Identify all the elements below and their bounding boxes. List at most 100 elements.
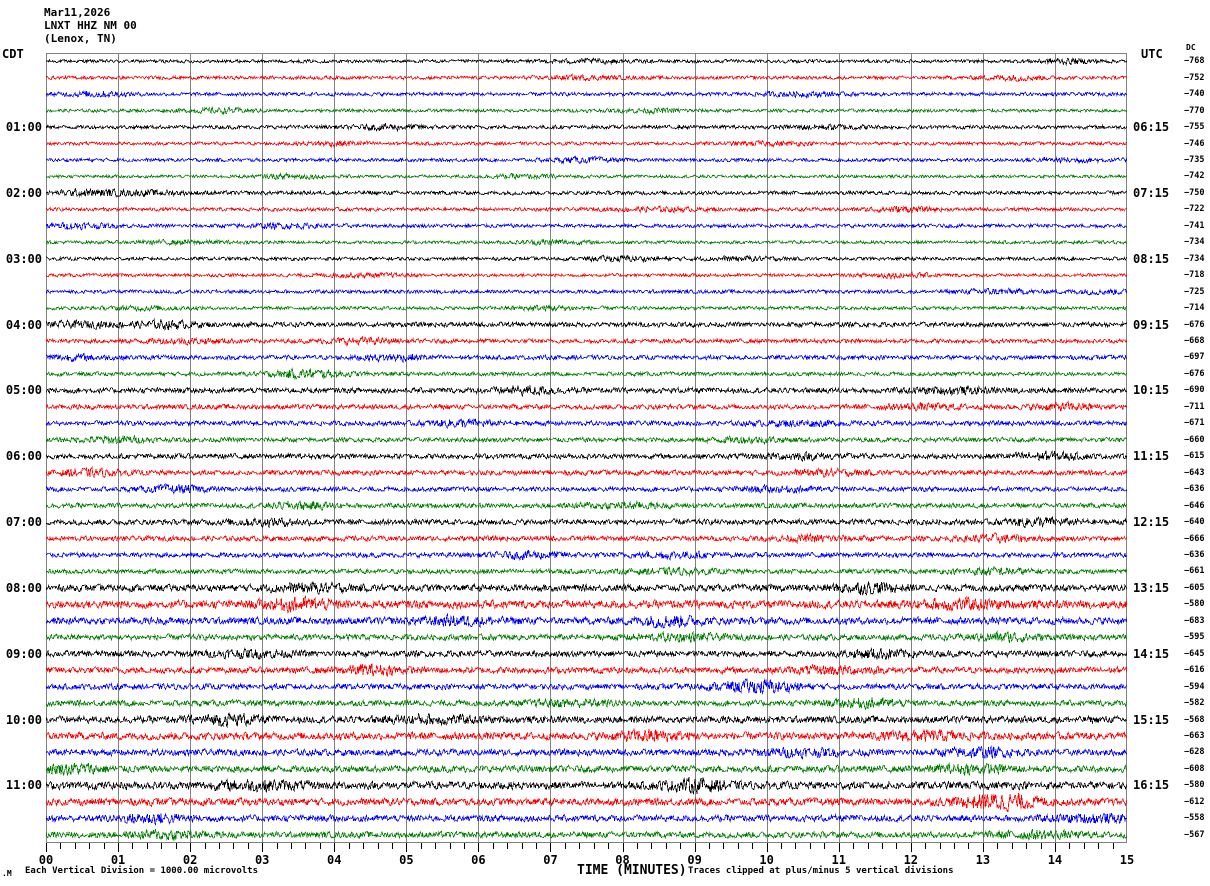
clip-note: Traces clipped at plus/minus 5 vertical … xyxy=(688,866,954,876)
seismic-trace xyxy=(46,516,1127,529)
x-tick-label: 14 xyxy=(1047,853,1063,867)
helicorder-plot[interactable] xyxy=(46,53,1127,852)
seismic-trace xyxy=(46,304,1127,313)
dc-value: −582 xyxy=(1184,698,1205,709)
seismic-trace xyxy=(46,171,1127,181)
seismic-trace xyxy=(46,663,1127,678)
left-time-label: 01:00 xyxy=(5,120,42,135)
x-tick-label: 10 xyxy=(759,853,774,867)
right-time-label: 07:15 xyxy=(1133,185,1170,200)
right-time-label: 11:15 xyxy=(1133,449,1170,464)
right-time-label: 06:15 xyxy=(1133,120,1170,135)
dc-value: −661 xyxy=(1184,566,1205,577)
x-tick-label: 05 xyxy=(399,853,414,867)
dc-value: −595 xyxy=(1184,632,1205,643)
dc-value: −594 xyxy=(1184,681,1205,692)
x-tick-label: 09 xyxy=(687,853,702,867)
x-tick-label: 02 xyxy=(182,853,198,867)
seismic-trace xyxy=(46,580,1127,596)
dc-value: −580 xyxy=(1184,599,1205,610)
dc-value: −568 xyxy=(1184,714,1205,725)
dc-value: −668 xyxy=(1184,336,1205,347)
dc-value: −735 xyxy=(1184,154,1205,165)
x-tick-label: 01 xyxy=(110,853,126,867)
left-time-label: 02:00 xyxy=(5,185,42,200)
seismic-trace xyxy=(46,57,1127,66)
seismic-trace xyxy=(46,792,1127,812)
x-tick-label: 15 xyxy=(1119,853,1135,867)
seismic-trace xyxy=(46,384,1127,398)
dc-value: −734 xyxy=(1184,237,1205,248)
seismic-trace xyxy=(46,73,1127,82)
left-time-label: 06:00 xyxy=(5,449,42,464)
dc-value: −722 xyxy=(1184,204,1205,215)
seismic-trace xyxy=(46,434,1127,446)
seismic-trace xyxy=(46,612,1127,630)
dc-value: −740 xyxy=(1184,89,1205,100)
dc-column-header: DC xyxy=(1186,43,1196,52)
right-time-label: 15:15 xyxy=(1133,712,1170,727)
seismic-trace xyxy=(46,139,1127,149)
seismic-trace xyxy=(46,450,1127,462)
right-time-label: 14:15 xyxy=(1133,646,1170,661)
left-time-label: 11:00 xyxy=(5,778,42,793)
dc-value: −752 xyxy=(1184,72,1205,83)
seismic-trace xyxy=(46,482,1127,495)
seismic-trace xyxy=(46,776,1127,795)
dc-value: −690 xyxy=(1184,385,1205,396)
right-time-label: 16:15 xyxy=(1133,778,1170,793)
right-time-label: 10:15 xyxy=(1133,383,1170,398)
x-tick-label: 12 xyxy=(903,853,919,867)
seismic-trace xyxy=(46,728,1127,743)
x-tick-label: 00 xyxy=(38,853,54,867)
seismic-trace xyxy=(46,647,1127,661)
dc-value: −697 xyxy=(1184,352,1205,363)
dc-value: −711 xyxy=(1184,401,1205,412)
dc-value: −636 xyxy=(1184,484,1205,495)
dc-value: −718 xyxy=(1184,270,1205,281)
left-time-label: 10:00 xyxy=(5,712,42,727)
seismic-trace xyxy=(46,465,1127,479)
header-location: (Lenox, TN) xyxy=(44,32,117,45)
dc-value: −676 xyxy=(1184,319,1205,330)
right-time-label: 12:15 xyxy=(1133,515,1170,530)
dc-value: −616 xyxy=(1184,665,1205,676)
seismic-trace xyxy=(46,761,1127,777)
dc-value: −612 xyxy=(1184,796,1205,807)
dc-value: −660 xyxy=(1184,434,1205,445)
seismic-trace xyxy=(46,399,1127,412)
seismic-trace xyxy=(46,745,1127,760)
dc-value: −750 xyxy=(1184,187,1205,198)
dc-value: −683 xyxy=(1184,615,1205,626)
dc-value: −725 xyxy=(1184,286,1205,297)
header-date: Mar11,2026 xyxy=(44,6,111,19)
dc-value: −636 xyxy=(1184,549,1205,560)
seismic-trace xyxy=(46,317,1127,332)
x-tick-label: 13 xyxy=(975,853,991,867)
dc-value: −663 xyxy=(1184,731,1205,742)
dc-value: −671 xyxy=(1184,418,1205,429)
x-tick-label: 07 xyxy=(543,853,558,867)
dc-value: −628 xyxy=(1184,747,1205,758)
seismic-trace xyxy=(46,187,1127,198)
left-time-label: 04:00 xyxy=(5,317,42,332)
seismic-trace xyxy=(46,418,1127,429)
seismic-trace xyxy=(46,532,1127,545)
seismic-trace xyxy=(46,204,1127,214)
seismic-trace xyxy=(46,828,1127,841)
corner-mark-label: .M xyxy=(2,869,12,878)
seismic-trace xyxy=(46,712,1127,729)
x-tick-label: 04 xyxy=(327,853,342,867)
dc-value: −605 xyxy=(1184,582,1205,593)
left-time-label: 07:00 xyxy=(5,515,42,530)
left-axis-timezone-label: CDT xyxy=(2,47,24,61)
x-tick-label: 11 xyxy=(831,853,846,867)
dc-value: −746 xyxy=(1184,138,1205,149)
dc-value: −608 xyxy=(1184,763,1205,774)
dc-value: −714 xyxy=(1184,303,1205,314)
seismic-trace xyxy=(46,238,1127,247)
x-tick-label: 08 xyxy=(615,853,630,867)
seismic-trace xyxy=(46,122,1127,133)
seismic-trace xyxy=(46,221,1127,231)
right-axis-timezone-label: UTC xyxy=(1141,47,1163,61)
